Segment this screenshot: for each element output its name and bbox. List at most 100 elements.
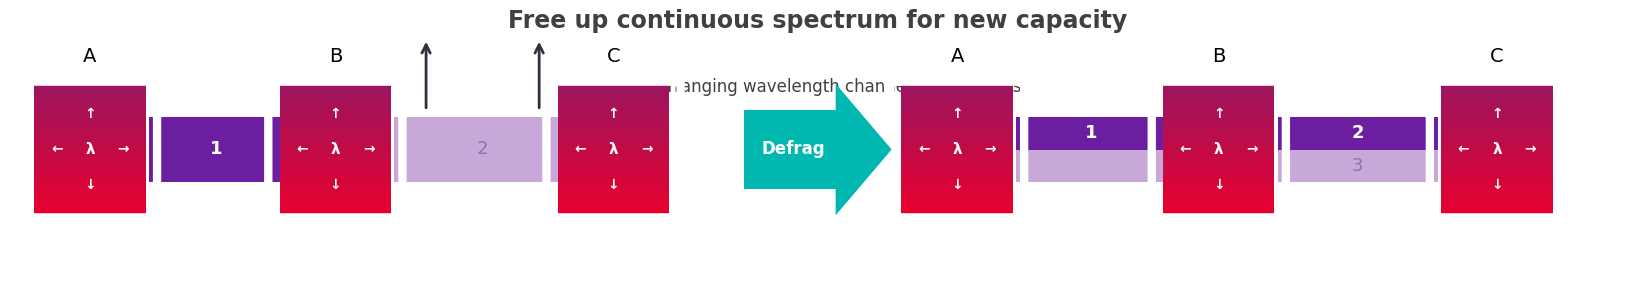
Bar	[558, 189, 669, 193]
Bar	[34, 128, 146, 132]
Bar	[1163, 106, 1274, 110]
Bar	[280, 198, 391, 202]
Bar	[1163, 150, 1274, 154]
Bar	[280, 115, 391, 119]
Bar	[901, 106, 1013, 110]
Text: 2: 2	[476, 141, 489, 158]
Bar	[1163, 84, 1274, 88]
Bar	[1441, 189, 1553, 193]
Bar	[901, 119, 1013, 123]
Bar	[901, 92, 1013, 97]
Bar	[280, 158, 391, 163]
Bar	[1163, 180, 1274, 184]
Bar	[1441, 202, 1553, 207]
Text: →: →	[118, 143, 129, 156]
Bar	[1441, 184, 1553, 189]
Bar	[34, 88, 146, 92]
Bar	[34, 167, 146, 171]
Bar	[280, 136, 391, 141]
Text: →: →	[641, 143, 653, 156]
Bar	[558, 128, 669, 132]
Bar	[1163, 154, 1274, 158]
Bar	[1441, 211, 1553, 215]
Bar	[280, 211, 391, 215]
Bar	[901, 136, 1013, 141]
Bar	[1441, 158, 1553, 163]
Bar	[1278, 150, 1438, 182]
Bar	[1163, 123, 1274, 128]
Bar	[34, 145, 146, 150]
Bar	[558, 141, 669, 145]
Text: A: A	[951, 47, 964, 66]
Bar	[901, 180, 1013, 184]
Bar	[1163, 171, 1274, 176]
Bar	[901, 176, 1013, 180]
Bar	[558, 132, 669, 136]
Bar	[280, 193, 391, 198]
Bar	[1163, 189, 1274, 193]
Bar	[1441, 163, 1553, 167]
Polygon shape	[836, 84, 892, 215]
Bar	[901, 141, 1013, 145]
Bar	[280, 207, 391, 211]
Bar	[34, 123, 146, 128]
Text: ←: ←	[1180, 143, 1191, 156]
Text: ←: ←	[574, 143, 586, 156]
Bar	[280, 84, 391, 88]
Bar	[901, 88, 1013, 92]
Text: λ: λ	[330, 142, 340, 157]
Bar	[901, 171, 1013, 176]
Bar	[1163, 97, 1274, 101]
Bar	[901, 128, 1013, 132]
Text: ↑: ↑	[329, 107, 342, 121]
Bar	[1441, 141, 1553, 145]
Bar	[34, 176, 146, 180]
Bar	[1441, 128, 1553, 132]
Text: →: →	[1525, 143, 1536, 156]
Bar	[1163, 141, 1274, 145]
Bar	[280, 145, 391, 150]
Bar	[1163, 132, 1274, 136]
Text: ←: ←	[1458, 143, 1469, 156]
Bar	[558, 171, 669, 176]
Text: ↓: ↓	[1212, 178, 1225, 192]
Bar	[1163, 88, 1274, 92]
Bar	[280, 167, 391, 171]
Text: ↓: ↓	[1490, 178, 1503, 192]
Bar	[1163, 193, 1274, 198]
Text: by rearranging wavelength channel assignments: by rearranging wavelength channel assign…	[615, 78, 1021, 96]
Bar	[1163, 167, 1274, 171]
Text: ←: ←	[918, 143, 929, 156]
Bar	[1163, 119, 1274, 123]
Bar	[901, 158, 1013, 163]
Bar	[1441, 101, 1553, 106]
Bar	[1441, 119, 1553, 123]
Bar	[901, 110, 1013, 115]
Bar	[34, 180, 146, 184]
Bar	[1163, 163, 1274, 167]
Bar	[34, 189, 146, 193]
Text: ←: ←	[296, 143, 308, 156]
Bar	[34, 110, 146, 115]
Bar	[558, 115, 669, 119]
Bar	[34, 92, 146, 97]
Text: →: →	[363, 143, 375, 156]
Bar	[1163, 211, 1274, 215]
Text: ↑: ↑	[1212, 107, 1225, 121]
Bar	[558, 184, 669, 189]
Text: ↓: ↓	[329, 178, 342, 192]
Bar	[149, 117, 283, 182]
Bar	[558, 123, 669, 128]
Bar	[558, 180, 669, 184]
Bar	[34, 154, 146, 158]
Bar	[1441, 193, 1553, 198]
Bar	[558, 110, 669, 115]
Bar	[1163, 136, 1274, 141]
Text: ↑: ↑	[951, 107, 964, 121]
Bar	[34, 198, 146, 202]
Bar	[901, 184, 1013, 189]
Bar	[34, 207, 146, 211]
Bar	[901, 84, 1013, 88]
Bar	[34, 163, 146, 167]
Bar	[34, 119, 146, 123]
